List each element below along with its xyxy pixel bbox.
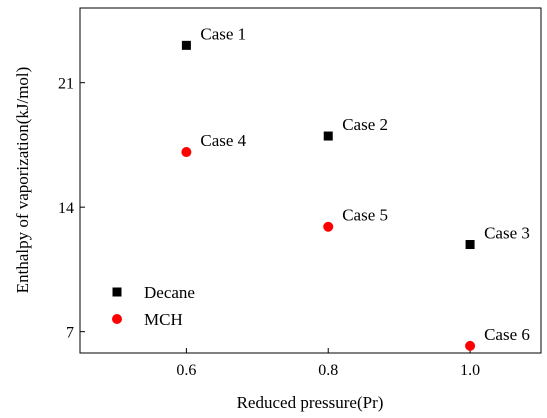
x-axis-label: Reduced pressure(Pr) bbox=[237, 393, 384, 412]
axis-ticks: 0.6 0.8 1.0 7 14 21 bbox=[58, 76, 480, 379]
point-decane bbox=[323, 131, 333, 141]
legend-label-mch: MCH bbox=[144, 310, 183, 329]
x-tick-label: 1.0 bbox=[460, 362, 480, 379]
point-label: Case 1 bbox=[200, 24, 246, 43]
y-tick-label: 21 bbox=[58, 76, 74, 93]
point-label: Case 5 bbox=[342, 206, 388, 225]
x-tick-label: 0.6 bbox=[176, 362, 196, 379]
legend-marker-decane bbox=[112, 287, 122, 297]
point-label: Case 4 bbox=[200, 131, 246, 150]
legend-marker-mch bbox=[112, 314, 122, 324]
plot-area-frame bbox=[79, 7, 542, 354]
point-mch bbox=[181, 147, 192, 158]
data-marks: Case 1 Case 2 Case 3 Case 4 Case 5 Case 6 bbox=[181, 24, 530, 351]
point-label: Case 3 bbox=[484, 224, 530, 243]
legend-label-decane: Decane bbox=[144, 283, 195, 302]
y-tick-label: 14 bbox=[58, 200, 74, 217]
point-mch bbox=[323, 221, 334, 232]
point-label: Case 2 bbox=[342, 115, 388, 134]
x-tick-label: 0.8 bbox=[318, 362, 338, 379]
y-axis-label: Enthalpy of vaporization(kJ/mol) bbox=[13, 67, 32, 294]
point-decane bbox=[465, 240, 475, 250]
point-decane bbox=[181, 40, 191, 50]
point-label: Case 6 bbox=[484, 325, 530, 344]
legend: Decane MCH bbox=[112, 283, 195, 329]
y-tick-label: 7 bbox=[66, 325, 74, 342]
point-mch bbox=[465, 340, 476, 351]
